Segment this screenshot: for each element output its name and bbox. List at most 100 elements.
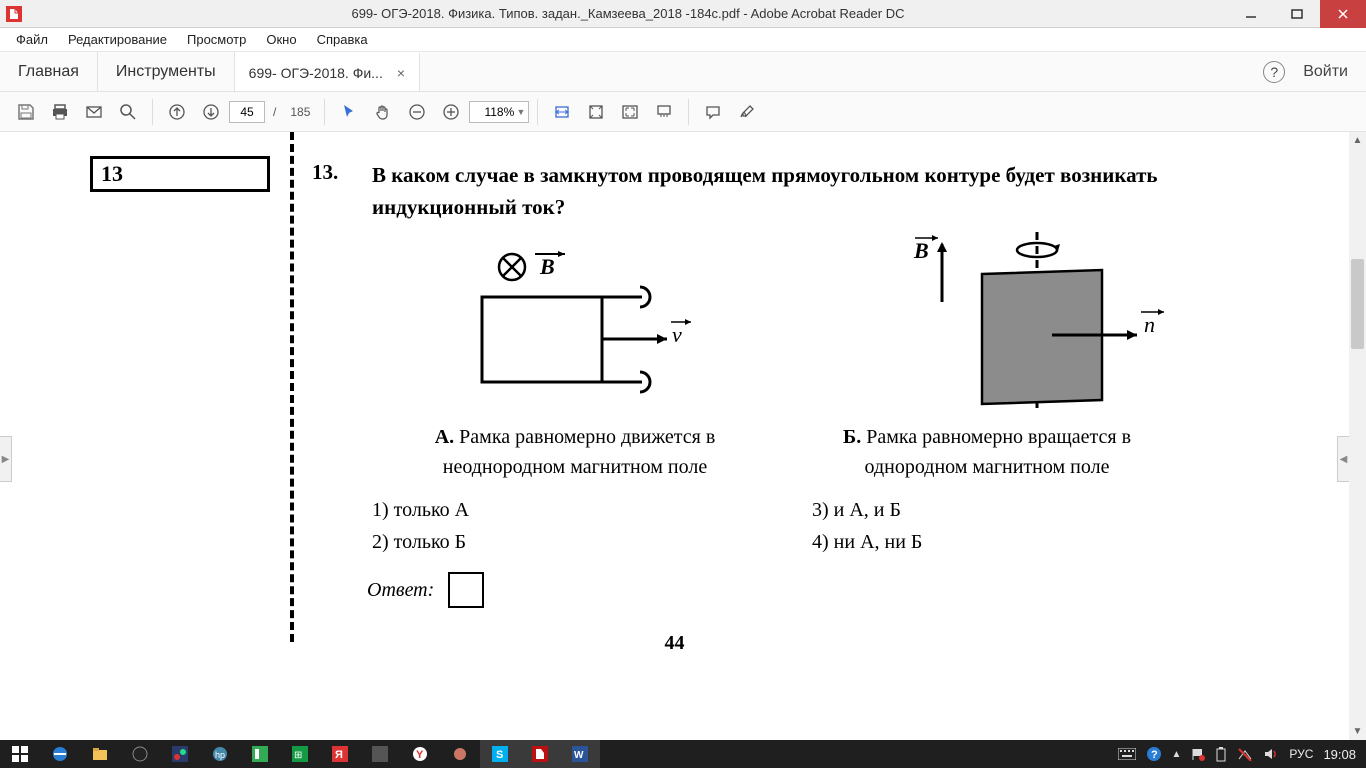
fullscreen-icon[interactable]	[614, 96, 646, 128]
menubar: Файл Редактирование Просмотр Окно Справк…	[0, 28, 1366, 52]
scroll-thumb[interactable]	[1351, 259, 1364, 349]
options-right: 3) и А, и Б 4) ни А, ни Б	[812, 494, 922, 558]
comment-icon[interactable]	[697, 96, 729, 128]
start-button[interactable]	[0, 740, 40, 768]
page-down-icon[interactable]	[195, 96, 227, 128]
vertical-scrollbar[interactable]: ▲ ▼	[1349, 132, 1366, 740]
caption-b: Б. Рамка равномерно вращается в однородн…	[802, 422, 1172, 482]
taskbar-app8-icon[interactable]	[440, 740, 480, 768]
option-1: 1) только А	[372, 494, 469, 526]
window-title: 699- ОГЭ-2018. Физика. Типов. задан._Кам…	[28, 6, 1228, 21]
options-left: 1) только А 2) только Б	[372, 494, 469, 558]
menu-file[interactable]: Файл	[6, 32, 58, 47]
tab-home[interactable]: Главная	[0, 52, 98, 91]
caption-a: А. Рамка равномерно движется в неоднород…	[400, 422, 750, 482]
close-button[interactable]	[1320, 0, 1366, 28]
taskbar-app1-icon[interactable]	[120, 740, 160, 768]
page-up-icon[interactable]	[161, 96, 193, 128]
zoom-in-icon[interactable]	[435, 96, 467, 128]
signin-button[interactable]: Войти	[1303, 63, 1348, 81]
battery-tray-icon[interactable]	[1215, 746, 1227, 762]
diagram-b: B n	[912, 232, 1172, 422]
svg-text:n: n	[1144, 312, 1155, 337]
answer-label: Ответ:	[367, 579, 434, 602]
zoom-level[interactable]: 118%▼	[469, 101, 529, 123]
read-aloud-icon[interactable]	[648, 96, 680, 128]
menu-view[interactable]: Просмотр	[177, 32, 256, 47]
keyboard-icon[interactable]	[1118, 748, 1136, 760]
scroll-down-icon[interactable]: ▼	[1349, 723, 1366, 740]
taskbar-app7-icon[interactable]: Y	[400, 740, 440, 768]
pdf-page-number: 44	[12, 632, 1337, 655]
svg-text:Y: Y	[416, 749, 424, 761]
option-3: 3) и А, и Б	[812, 494, 922, 526]
search-icon[interactable]	[112, 96, 144, 128]
content-area: ▶ ◀ ▲ ▼ 13 13. В каком случае в замкнуто…	[0, 132, 1366, 740]
menu-edit[interactable]: Редактирование	[58, 32, 177, 47]
tab-document[interactable]: 699- ОГЭ-2018. Фи... ×	[235, 52, 420, 91]
taskbar-skype-icon[interactable]: S	[480, 740, 520, 768]
scroll-up-icon[interactable]: ▲	[1349, 132, 1366, 149]
language-indicator[interactable]: РУС	[1289, 747, 1313, 761]
zoom-label: 118%	[484, 105, 514, 119]
menu-window[interactable]: Окно	[256, 32, 306, 47]
diagram-a: B v	[462, 242, 692, 412]
option-2: 2) только Б	[372, 526, 469, 558]
tab-document-label: 699- ОГЭ-2018. Фи...	[249, 65, 383, 81]
svg-text:B: B	[539, 254, 555, 279]
tray-chevron-icon[interactable]: ▲	[1172, 749, 1182, 760]
clock[interactable]: 19:08	[1323, 747, 1366, 762]
network-tray-icon[interactable]	[1237, 747, 1253, 761]
volume-tray-icon[interactable]	[1263, 747, 1279, 761]
svg-text:Я: Я	[335, 749, 343, 761]
left-panel-handle[interactable]: ▶	[0, 436, 12, 482]
taskbar-hp-icon[interactable]: hp	[200, 740, 240, 768]
titlebar: 699- ОГЭ-2018. Физика. Типов. задан._Кам…	[0, 0, 1366, 28]
hand-tool-icon[interactable]	[367, 96, 399, 128]
system-tray[interactable]: ? ▲ РУС	[1108, 746, 1324, 762]
email-icon[interactable]	[78, 96, 110, 128]
sign-icon[interactable]	[731, 96, 763, 128]
minimize-button[interactable]	[1228, 0, 1274, 28]
tab-row: Главная Инструменты 699- ОГЭ-2018. Фи...…	[0, 52, 1366, 92]
taskbar-ie-icon[interactable]	[40, 740, 80, 768]
select-tool-icon[interactable]	[333, 96, 365, 128]
taskbar-app4-icon[interactable]: ⊞	[280, 740, 320, 768]
svg-text:S: S	[496, 749, 503, 761]
svg-text:hp: hp	[215, 750, 225, 760]
page-number-input[interactable]	[229, 101, 265, 123]
question-number-box: 13	[90, 156, 270, 192]
svg-text:B: B	[913, 238, 929, 263]
page-total: 185	[290, 105, 310, 119]
zoom-out-icon[interactable]	[401, 96, 433, 128]
chevron-down-icon: ▼	[516, 107, 525, 117]
tab-tools[interactable]: Инструменты	[98, 52, 235, 91]
print-icon[interactable]	[44, 96, 76, 128]
right-panel-handle[interactable]: ◀	[1337, 436, 1349, 482]
help-tray-icon[interactable]: ?	[1146, 746, 1162, 762]
answer-row: Ответ:	[367, 572, 484, 608]
taskbar-app3-icon[interactable]	[240, 740, 280, 768]
answer-box	[448, 572, 484, 608]
taskbar-app2-icon[interactable]	[160, 740, 200, 768]
taskbar-word-icon[interactable]: W	[560, 740, 600, 768]
svg-text:W: W	[574, 750, 584, 761]
menu-help[interactable]: Справка	[307, 32, 378, 47]
taskbar: hp ⊞ Я Y S W ? ▲ РУС 19:08	[0, 740, 1366, 768]
save-icon[interactable]	[10, 96, 42, 128]
taskbar-app6-icon[interactable]	[360, 740, 400, 768]
question-text: В каком случае в замкнутом проводящем пр…	[372, 160, 1197, 223]
dashed-separator	[290, 132, 294, 642]
flag-tray-icon[interactable]	[1191, 747, 1205, 761]
tab-close-icon[interactable]: ×	[397, 65, 405, 81]
svg-text:?: ?	[1151, 749, 1158, 761]
taskbar-explorer-icon[interactable]	[80, 740, 120, 768]
fit-width-icon[interactable]	[546, 96, 578, 128]
taskbar-acrobat-icon[interactable]	[520, 740, 560, 768]
taskbar-app5-icon[interactable]: Я	[320, 740, 360, 768]
option-4: 4) ни А, ни Б	[812, 526, 922, 558]
fit-page-icon[interactable]	[580, 96, 612, 128]
maximize-button[interactable]	[1274, 0, 1320, 28]
help-icon[interactable]: ?	[1263, 61, 1285, 83]
svg-text:v: v	[672, 322, 682, 347]
